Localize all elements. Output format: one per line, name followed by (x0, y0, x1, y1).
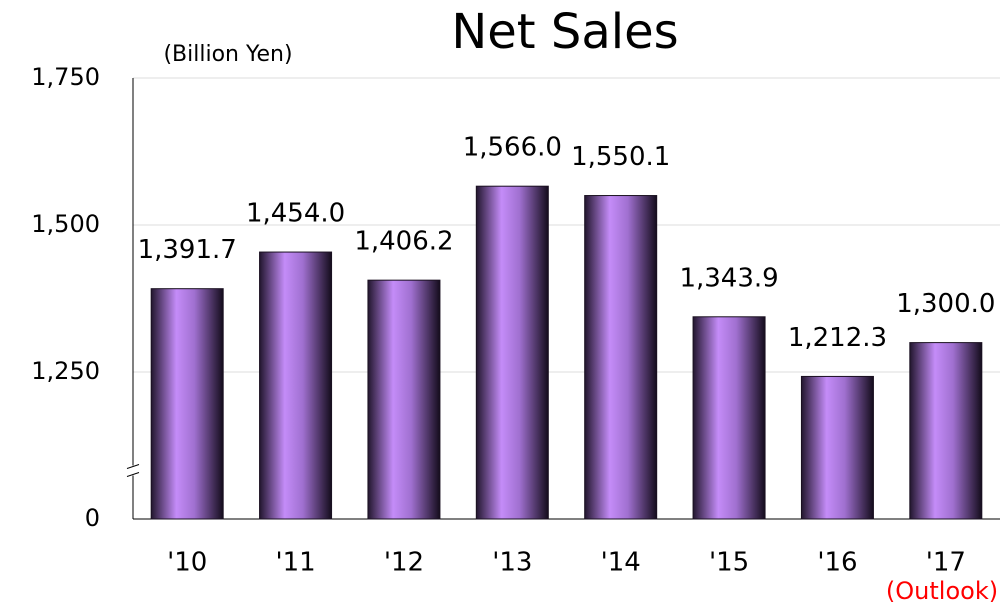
x-tick-label: '14 (601, 548, 641, 578)
value-label: 1,212.3 (788, 323, 887, 353)
value-label: 1,343.9 (679, 263, 778, 293)
chart-title: Net Sales (451, 4, 678, 60)
bar (259, 251, 333, 520)
x-tick-label: '16 (817, 548, 857, 578)
y-tick-label: 0 (85, 504, 100, 532)
axis-break-mark (126, 464, 140, 469)
bar (800, 375, 874, 520)
value-label: 1,454.0 (246, 199, 345, 229)
annotation: (Outlook) (886, 577, 998, 605)
bar (150, 288, 224, 520)
x-tick-label: '10 (167, 548, 207, 578)
y-tick-label: 1,250 (31, 357, 100, 385)
bar (584, 195, 658, 520)
y-tick-label: 1,500 (31, 210, 100, 238)
value-label: 1,300.0 (896, 289, 995, 319)
value-label: 1,406.2 (354, 227, 453, 257)
x-tick-label: '12 (384, 548, 424, 578)
bar (475, 185, 549, 520)
y-tick-label: 1,750 (31, 63, 100, 91)
value-label: 1,550.1 (571, 142, 670, 172)
x-tick-label: '13 (492, 548, 532, 578)
y-axis-label: (Billion Yen) (163, 42, 292, 67)
axis-break-gap (127, 465, 139, 476)
value-label: 1,391.7 (138, 235, 237, 265)
bar (692, 316, 766, 520)
x-tick-label: '15 (709, 548, 749, 578)
bar (909, 342, 983, 520)
x-tick-label: '17 (926, 548, 966, 578)
value-label: 1,566.0 (463, 133, 562, 163)
bar (367, 279, 441, 520)
axis-break-mark (126, 472, 140, 477)
x-tick-label: '11 (275, 548, 315, 578)
